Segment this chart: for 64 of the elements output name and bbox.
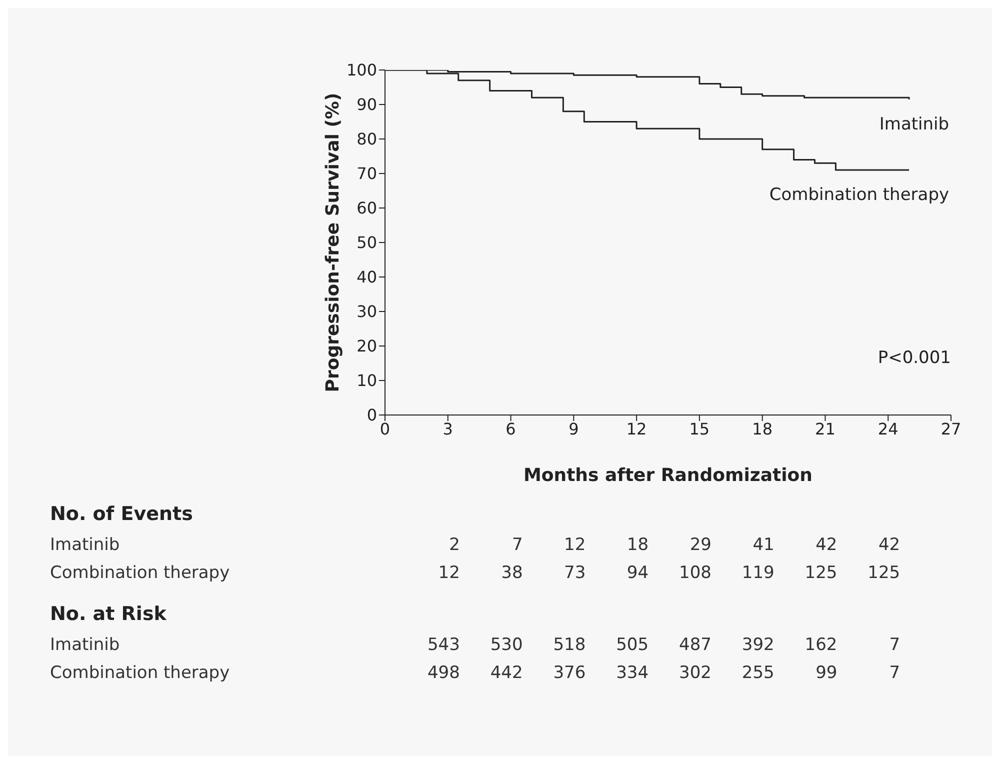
x-axis-title: Months after Randomization [523,465,813,486]
text: 125 [868,562,900,585]
text: 12 [438,562,460,585]
x-tick-label: 6 [506,419,516,438]
text: No. of Events [50,502,194,527]
x-tick-label: 27 [940,419,962,438]
text: 543 [427,634,460,657]
text: 442 [490,662,523,685]
annotation: P<0.001 [878,348,951,368]
y-tick-label: 70 [356,164,377,184]
text: 255 [742,662,774,685]
y-tick-label: 50 [356,233,377,252]
y-tick-label: 40 [356,268,377,287]
y-tick-label: 60 [356,198,377,218]
text: 7 [889,662,900,685]
y-tick-label: 80 [356,130,377,149]
text: 2 [449,534,460,557]
text: 99 [816,662,838,685]
text: 376 [553,662,586,685]
text: 41 [752,534,774,557]
x-tick-label: 9 [568,419,579,438]
text: 302 [679,662,712,685]
text: 334 [616,662,649,685]
text: Combination therapy [50,563,230,583]
x-tick-label: 12 [626,419,647,438]
y-tick-label: 10 [356,371,377,390]
text: 94 [626,562,649,585]
text: 42 [878,534,900,557]
series-label: Imatinib [879,114,950,134]
x-tick-label: 3 [442,419,453,438]
y-axis-title: Progression-free Survival (%) [322,92,344,392]
text: Imatinib [50,535,120,555]
text: 125 [804,562,838,585]
text: 530 [490,634,523,657]
x-tick-label: 21 [815,419,836,438]
y-tick-label: 30 [356,302,377,322]
text: 505 [616,634,649,657]
text: 392 [742,634,774,657]
x-tick-label: 24 [878,419,898,438]
text: 498 [427,662,460,685]
text: 18 [626,534,649,557]
x-tick-label: 18 [752,419,773,438]
text: 73 [564,562,586,585]
text: 42 [816,534,838,557]
y-tick-label: 90 [356,95,377,114]
text: 119 [742,562,774,585]
text: 108 [679,562,712,585]
text: 7 [512,534,523,557]
text: Imatinib [50,635,120,655]
text: 12 [564,534,586,557]
text: Combination therapy [50,663,230,683]
y-tick-label: 20 [356,336,377,356]
text: No. at Risk [50,602,168,627]
text: 29 [690,534,712,557]
text: 518 [553,634,586,657]
x-tick-label: 15 [689,419,710,438]
text: 487 [679,634,712,657]
series-label: Combination therapy [769,185,950,206]
text: 162 [804,634,838,657]
text: 38 [501,562,523,585]
text: 7 [889,634,900,657]
y-tick-label: 0 [366,406,377,425]
x-tick-label: 0 [380,419,390,438]
y-tick-label: 100 [346,60,377,80]
